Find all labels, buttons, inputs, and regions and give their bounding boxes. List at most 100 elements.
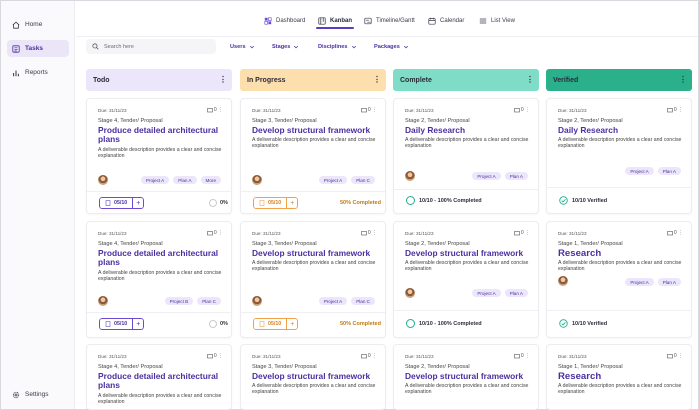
card-actions[interactable]: 0 ⋮ [667, 353, 683, 359]
tag-chip[interactable]: Plan C [351, 297, 375, 305]
more-vertical-icon[interactable]: ⋮ [373, 75, 381, 84]
card-title[interactable]: Develop structural framework [252, 371, 371, 381]
comment-count: 0 [367, 353, 371, 359]
card-title[interactable]: Research [558, 371, 602, 382]
column-header-in-progress: In Progress ⋮ [240, 69, 386, 91]
card-actions[interactable]: 0 ⋮ [667, 230, 683, 236]
card-title[interactable]: Develop structural framework [405, 371, 524, 381]
tag-chip[interactable]: More [200, 176, 221, 184]
search-icon [92, 43, 99, 50]
tag-chip[interactable]: Project B [164, 297, 194, 305]
avatar[interactable] [252, 175, 262, 185]
tag-chip[interactable]: Plan A [657, 278, 681, 286]
tag-chip[interactable]: Plan A [657, 167, 681, 175]
filter-users[interactable]: Users [230, 42, 255, 52]
comment-icon [361, 353, 367, 358]
divider [547, 310, 691, 311]
tag-chip[interactable]: Plan C [197, 297, 221, 305]
card-title[interactable]: Produce detailed architectural plans [98, 248, 219, 267]
tag-chip[interactable]: Project A [472, 289, 501, 297]
comment-icon [207, 107, 213, 112]
avatar[interactable] [252, 296, 262, 306]
tag-chip[interactable]: Project A [625, 167, 654, 175]
card-title[interactable]: Research [558, 248, 602, 259]
card-actions[interactable]: 0 ⋮ [514, 107, 530, 113]
tab-kanban[interactable]: Kanban [318, 14, 352, 28]
task-card[interactable]: Due: 31/11/23 0 ⋮ Stage 2, Tender/ Propo… [393, 344, 539, 410]
tab-timeline-gantt[interactable]: Timeline/Gantt [364, 14, 415, 28]
avatar[interactable] [98, 175, 108, 185]
task-card[interactable]: Due: 31/11/23 0 ⋮ Stage 1, Tender/ Propo… [546, 221, 692, 338]
card-actions[interactable]: 0 ⋮ [514, 353, 530, 359]
counter-value-box[interactable]: 05/10 [99, 318, 134, 330]
tag-chip[interactable]: Plan C [351, 176, 375, 184]
stage-label: Stage 4, Tender/ Proposal [98, 364, 163, 370]
filter-stages[interactable]: Stages [272, 42, 299, 52]
task-card[interactable]: Due: 31/11/23 0 ⋮ Stage 1, Tender/ Propo… [546, 344, 692, 410]
sidebar-item-reports[interactable]: Reports [7, 64, 69, 81]
card-title[interactable]: Develop structural framework [252, 248, 371, 258]
task-card[interactable]: Due: 31/11/23 0 ⋮ Stage 4, Tender/ Propo… [86, 344, 232, 410]
card-title[interactable]: Daily Research [405, 125, 466, 135]
card-title[interactable]: Produce detailed architectural plans [98, 125, 219, 144]
tag-chip[interactable]: Plan A [173, 176, 197, 184]
card-actions[interactable]: 0 ⋮ [361, 353, 377, 359]
filter-packages[interactable]: Packages [374, 42, 409, 52]
task-card[interactable]: Due: 31/11/23 0 ⋮ Stage 3, Tender/ Propo… [240, 98, 386, 214]
comment-count: 0 [673, 230, 677, 236]
task-card[interactable]: Due: 31/11/23 0 ⋮ Stage 4, Tender/ Propo… [86, 98, 232, 214]
add-button[interactable]: + [287, 318, 299, 330]
add-button[interactable]: + [133, 197, 145, 209]
card-actions[interactable]: 0 ⋮ [207, 107, 223, 113]
sidebar-item-home[interactable]: Home [7, 16, 69, 33]
tag-chip[interactable]: Project A [318, 297, 348, 305]
more-vertical-icon[interactable]: ⋮ [219, 75, 227, 84]
avatar[interactable] [405, 171, 415, 181]
card-title[interactable]: Produce detailed architectural plans [98, 371, 219, 390]
task-card[interactable]: Due: 31/11/23 0 ⋮ Stage 3, Tender/ Propo… [240, 221, 386, 338]
filter-disciplines[interactable]: Disciplines [318, 42, 357, 52]
avatar[interactable] [98, 296, 108, 306]
counter-value-box[interactable]: 05/10 [253, 197, 288, 209]
tag-chip[interactable]: Plan A [504, 172, 528, 180]
tab-calendar[interactable]: Calendar [428, 14, 464, 28]
counter-value-box[interactable]: 05/10 [99, 197, 134, 209]
card-title[interactable]: Develop structural framework [252, 125, 371, 135]
task-card[interactable]: Due: 31/11/23 0 ⋮ Stage 2, Tender/ Propo… [546, 98, 692, 214]
home-icon [12, 21, 20, 29]
tab-dashboard[interactable]: Dashboard [264, 14, 305, 28]
tag-list: Project A Plan A [625, 278, 681, 286]
card-actions[interactable]: 0 ⋮ [514, 230, 530, 236]
comment-icon [667, 353, 673, 358]
tag-chip[interactable]: Project A [140, 176, 170, 184]
tag-chip[interactable]: Project A [472, 172, 501, 180]
task-card[interactable]: Due: 31/11/23 0 ⋮ Stage 2, Tender/ Propo… [393, 221, 539, 338]
card-actions[interactable]: 0 ⋮ [207, 230, 223, 236]
task-card[interactable]: Due: 31/11/23 0 ⋮ Stage 2, Tender/ Propo… [393, 98, 539, 214]
card-actions[interactable]: 0 ⋮ [361, 230, 377, 236]
more-vertical-icon[interactable]: ⋮ [526, 75, 534, 84]
tag-list: Project A Plan C [318, 176, 375, 184]
avatar[interactable] [405, 288, 415, 298]
task-card[interactable]: Due: 31/11/23 0 ⋮ Stage 3, Tender/ Propo… [240, 344, 386, 410]
avatar[interactable] [558, 276, 568, 286]
comment-icon [514, 353, 520, 358]
card-actions[interactable]: 0 ⋮ [361, 107, 377, 113]
card-title[interactable]: Develop structural framework [405, 248, 524, 258]
card-actions[interactable]: 0 ⋮ [667, 107, 683, 113]
more-vertical-icon[interactable]: ⋮ [679, 75, 687, 84]
tag-chip[interactable]: Project A [318, 176, 348, 184]
task-card[interactable]: Due: 31/11/23 0 ⋮ Stage 4, Tender/ Propo… [86, 221, 232, 338]
counter-value-box[interactable]: 05/10 [253, 318, 288, 330]
add-button[interactable]: + [287, 197, 299, 209]
card-actions[interactable]: 0 ⋮ [207, 353, 223, 359]
sidebar-item-settings[interactable]: Settings [7, 386, 69, 403]
tab-list-view[interactable]: List View [479, 14, 515, 28]
tag-chip[interactable]: Plan A [504, 289, 528, 297]
comment-count: 0 [520, 230, 524, 236]
sidebar-item-tasks[interactable]: Tasks [7, 40, 69, 57]
card-title[interactable]: Daily Research [558, 125, 619, 135]
tag-chip[interactable]: Project A [625, 278, 654, 286]
add-button[interactable]: + [133, 318, 145, 330]
search-input[interactable] [104, 43, 204, 50]
